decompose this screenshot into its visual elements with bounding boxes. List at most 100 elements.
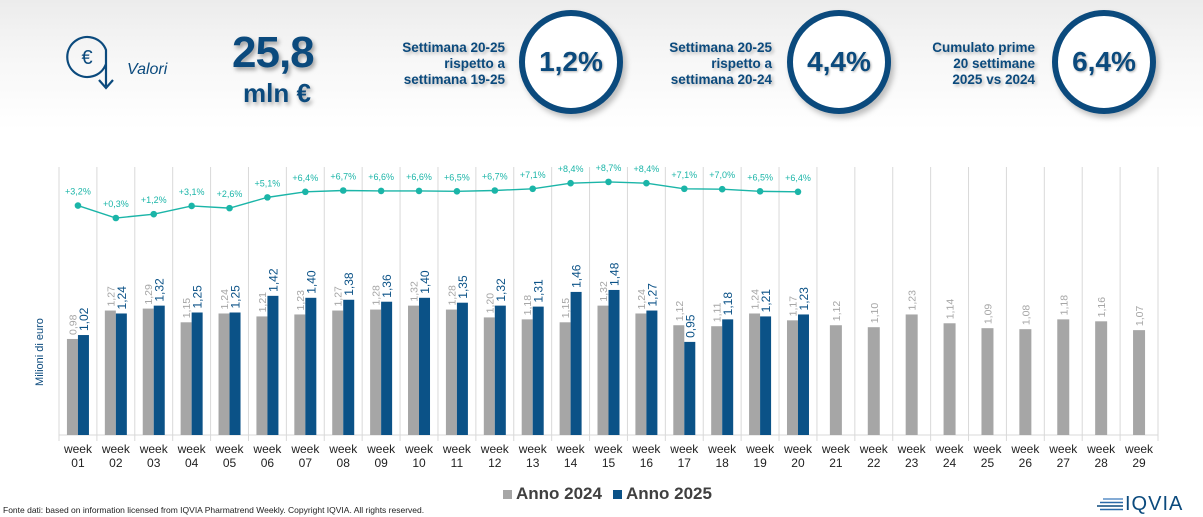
x-tick-label-word: week: [101, 442, 131, 456]
x-tick-label-number: 16: [640, 456, 654, 470]
bar-2025: [760, 316, 772, 435]
bar-label-2025: 1,25: [229, 285, 243, 309]
bar-label-2024: 1,24: [636, 289, 648, 310]
x-tick-label-number: 05: [223, 456, 237, 470]
bar-label-2024: 0,98: [67, 314, 79, 335]
kpi-2-line-1: Settimana 20-25: [669, 40, 772, 55]
x-tick-label-word: week: [480, 442, 510, 456]
bar-label-2024: 1,28: [446, 285, 458, 306]
bar-label-2024: 1,23: [907, 290, 919, 311]
x-tick-label-word: week: [631, 442, 661, 456]
growth-point: [302, 188, 309, 196]
x-tick-label-word: week: [669, 442, 699, 456]
bar-2025: [115, 313, 127, 435]
bar-label-2025: 1,35: [456, 275, 470, 299]
bar-2025: [419, 297, 431, 435]
bar-2024: [294, 314, 306, 435]
legend-item-2025: Anno 2025: [613, 484, 712, 504]
kpi-3-circle: 6,4%: [1052, 10, 1156, 114]
x-tick-label-word: week: [972, 442, 1002, 456]
bar-label-2024: 1,16: [1096, 297, 1108, 318]
growth-point: [264, 194, 271, 201]
x-tick-label-number: 29: [1132, 456, 1146, 470]
growth-label: +3,1%: [179, 187, 205, 197]
x-tick-label-number: 24: [943, 456, 957, 470]
growth-point: [377, 187, 385, 195]
kpi-3-line-1: Cumulato prime: [932, 40, 1035, 55]
bar-2025: [229, 312, 241, 435]
bar-2025: [153, 305, 165, 435]
euro-down-arrow-icon: €: [66, 28, 126, 94]
kpi-2-description: Settimana 20-25 rispetto a settimana 20-…: [640, 40, 772, 88]
kpi-1-value: 1,2%: [539, 46, 603, 77]
x-tick-label-word: week: [897, 442, 927, 456]
bar-2024: [905, 314, 918, 435]
x-tick-label-word: week: [442, 442, 472, 456]
bar-2025: [343, 299, 355, 435]
bar-label-2025: 1,38: [342, 272, 356, 296]
bar-2024: [829, 325, 842, 435]
bar-label-2025: 1,25: [191, 285, 205, 309]
growth-label: +7,1%: [520, 170, 546, 180]
x-tick-label-word: week: [366, 442, 396, 456]
bar-2025: [646, 310, 658, 435]
iqvia-logo-lines-icon: [1097, 497, 1123, 510]
growth-point: [529, 185, 537, 193]
bar-label-2024: 1,17: [787, 296, 799, 317]
growth-point: [74, 202, 82, 209]
bar-label-2024: 1,32: [598, 281, 610, 302]
x-tick-label-word: week: [1010, 442, 1040, 456]
growth-label: +6,7%: [330, 171, 356, 181]
kpi-3-value: 6,4%: [1072, 46, 1136, 77]
bar-label-2025: 1,40: [418, 270, 432, 294]
growth-label: +6,4%: [292, 173, 318, 183]
bar-label-2024: 1,12: [831, 301, 843, 322]
x-tick-label-number: 10: [412, 456, 426, 470]
x-tick-label-number: 13: [526, 456, 540, 470]
bar-label-2024: 1,10: [869, 303, 881, 324]
legend-item-2024: Anno 2024: [503, 484, 602, 504]
growth-point: [491, 187, 499, 194]
kpi-1-circle: 1,2%: [519, 10, 623, 114]
x-tick-label-number: 28: [1094, 456, 1108, 470]
bar-2024: [1057, 319, 1070, 435]
growth-label: +5,1%: [255, 178, 281, 188]
x-tick-label-number: 25: [981, 456, 995, 470]
kpi-2-value: 4,4%: [807, 46, 871, 77]
growth-point: [643, 179, 650, 187]
growth-label: +8,4%: [634, 164, 660, 174]
x-tick-label-number: 12: [488, 456, 502, 470]
x-tick-label-word: week: [404, 442, 434, 456]
legend-swatch-2024: [503, 489, 512, 499]
x-tick-label-number: 26: [1019, 456, 1033, 470]
bar-2025: [532, 306, 544, 435]
bar-label-2024: 1,27: [333, 286, 345, 307]
bar-2025: [722, 319, 734, 435]
legend-label-2024: Anno 2024: [516, 484, 602, 503]
x-tick-label-number: 06: [261, 456, 275, 470]
growth-point: [718, 185, 726, 193]
bar-label-2024: 1,15: [181, 298, 193, 319]
bar-2024: [597, 305, 609, 435]
kpi-2-line-3: settimana 20-24: [670, 72, 772, 87]
x-tick-label-word: week: [139, 442, 169, 456]
bar-label-2024: 1,15: [560, 298, 572, 319]
growth-label: +3,2%: [65, 187, 91, 197]
bar-2024: [483, 317, 495, 435]
bar-label-2024: 1,32: [409, 281, 421, 302]
x-tick-label-number: 04: [185, 456, 199, 470]
bar-label-2024: 1,12: [674, 301, 686, 322]
bar-label-2024: 1,24: [219, 289, 231, 310]
bar-label-2025: 1,18: [721, 292, 735, 316]
bar-2025: [570, 291, 582, 435]
bar-label-2024: 1,24: [750, 289, 762, 310]
bar-label-2024: 1,27: [105, 286, 117, 307]
bar-label-2025: 1,21: [759, 289, 773, 313]
bar-2024: [1133, 330, 1146, 435]
bar-label-2024: 1,29: [143, 284, 155, 305]
x-tick-label-word: week: [821, 442, 851, 456]
kpi-3-line-3: 2025 vs 2024: [952, 72, 1035, 87]
bar-2025: [494, 305, 506, 435]
bar-2024: [1095, 321, 1108, 435]
bar-2025: [608, 289, 620, 435]
